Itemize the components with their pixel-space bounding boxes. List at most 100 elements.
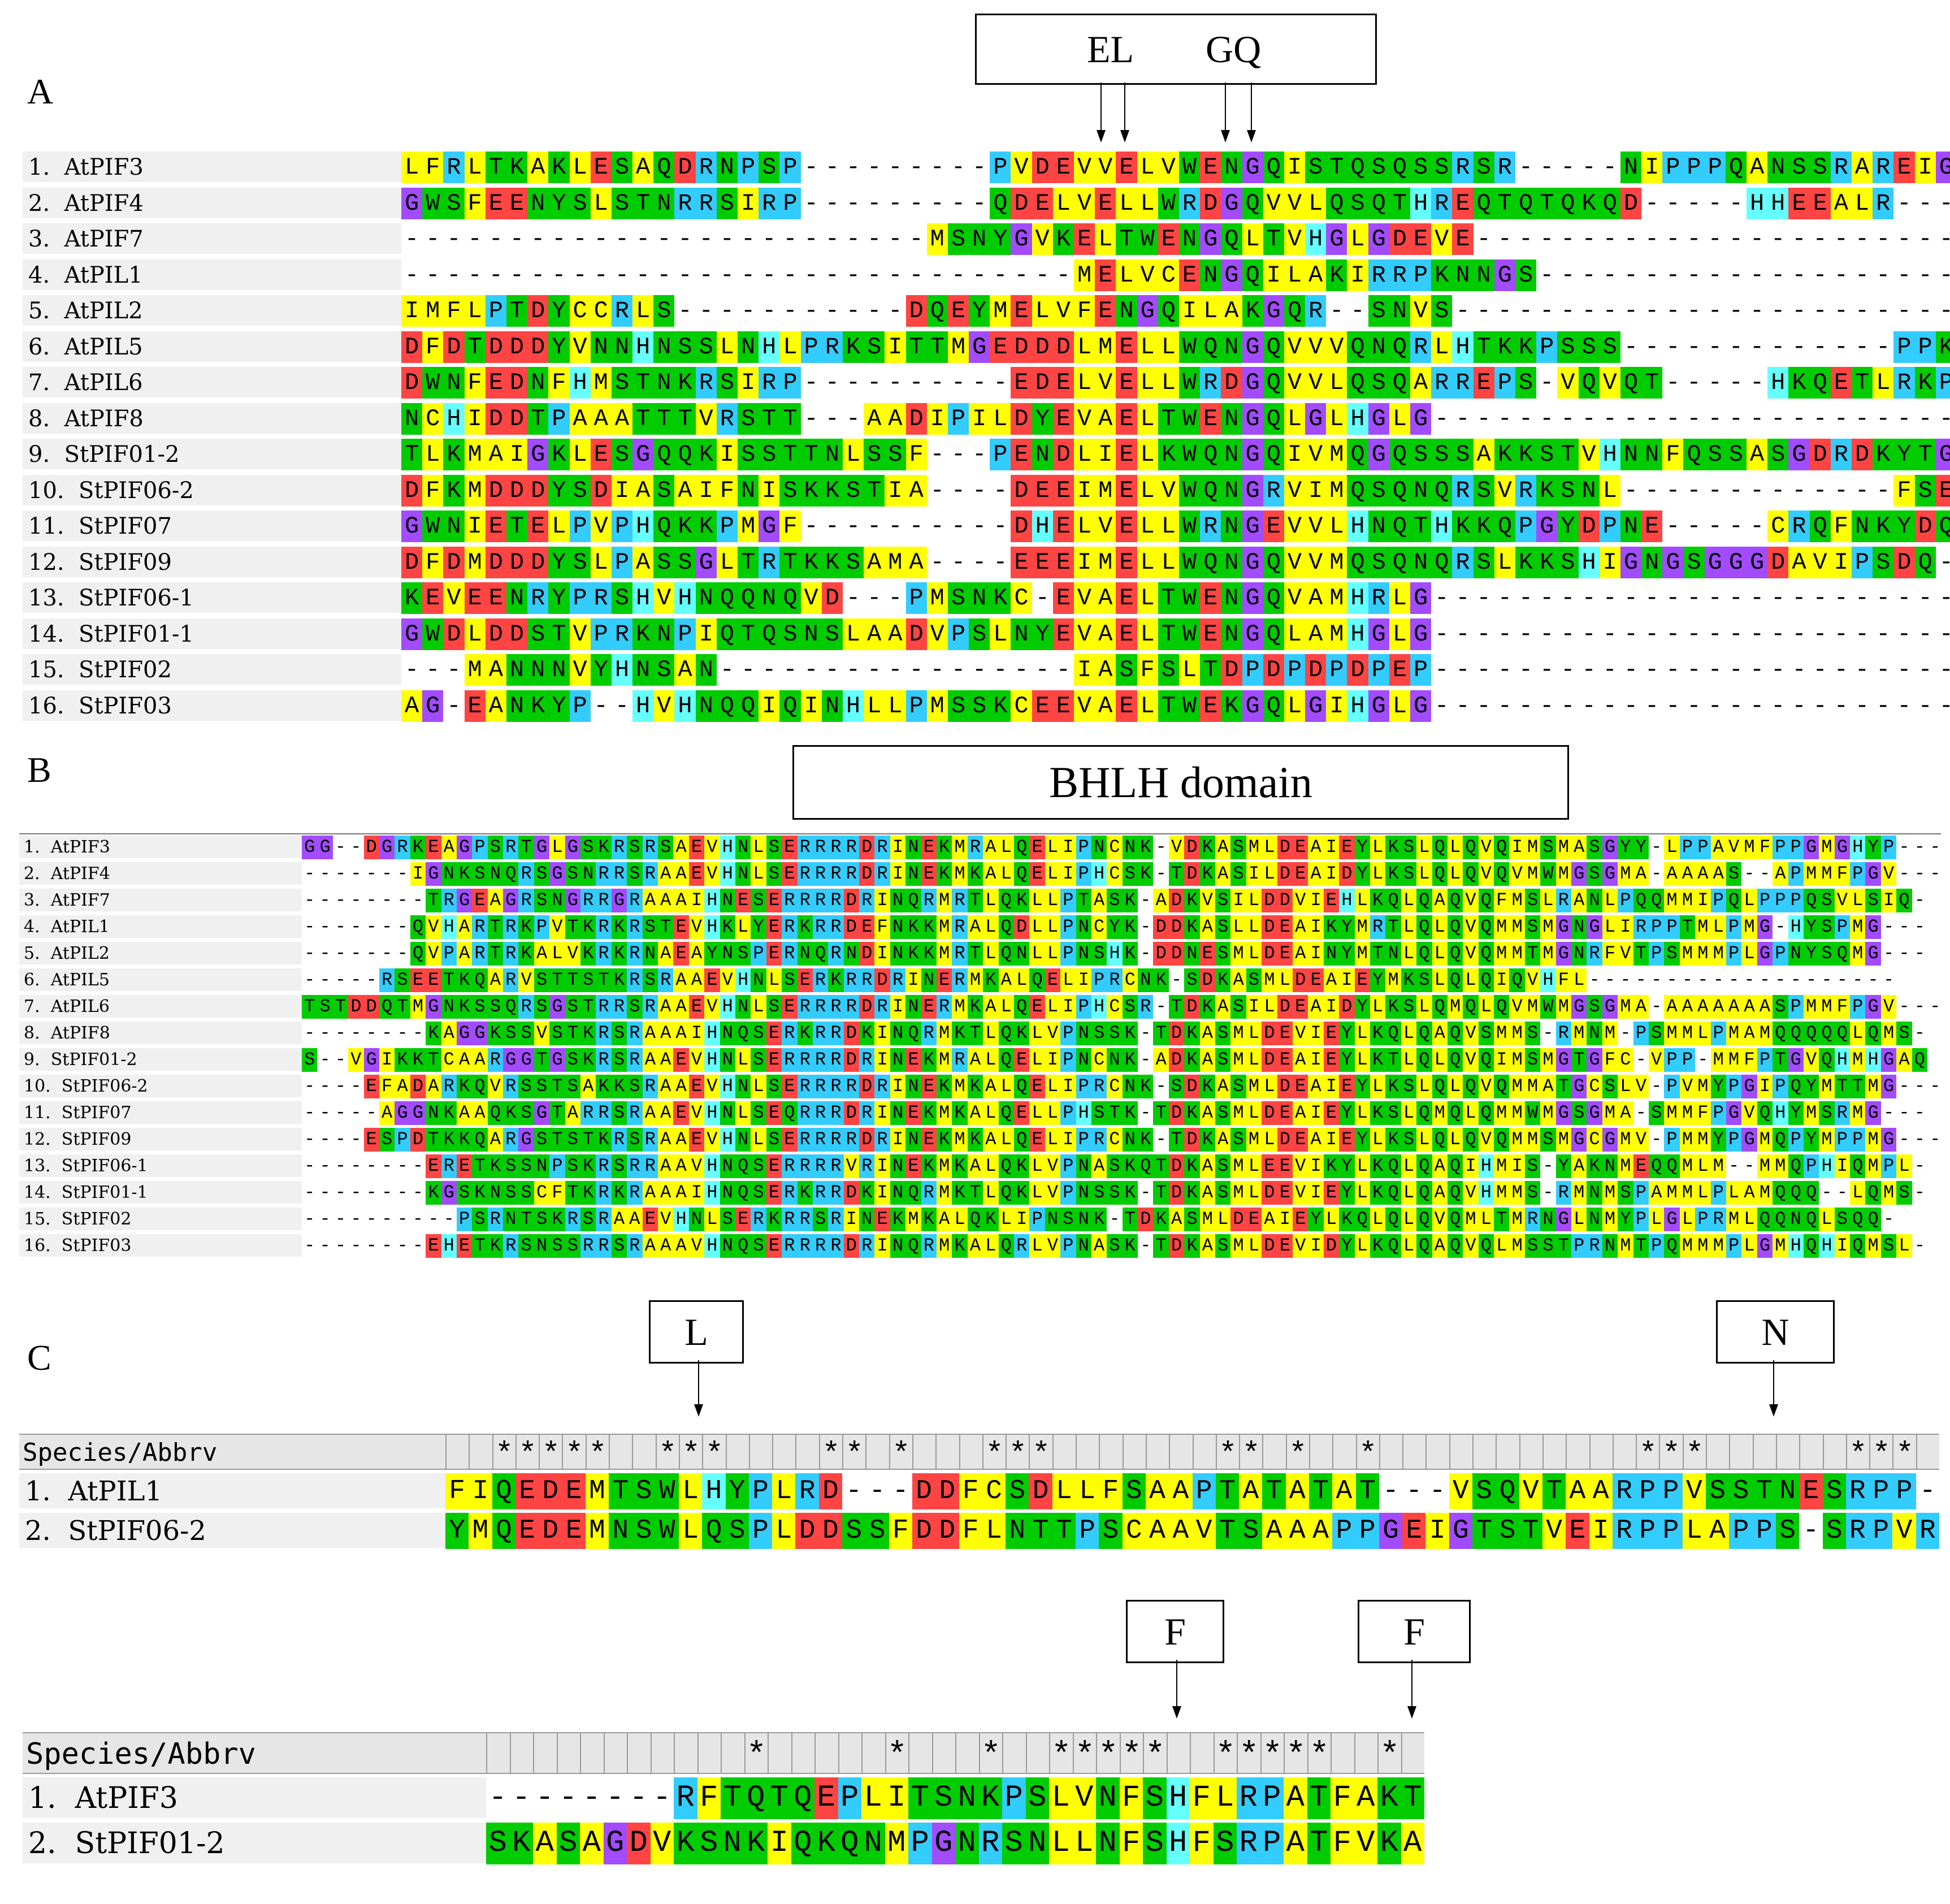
residue: S	[627, 995, 643, 1019]
residue: V	[569, 331, 591, 363]
conservation-cell	[1775, 1435, 1799, 1469]
residue: M	[1540, 915, 1556, 939]
residue: M	[1865, 1154, 1881, 1178]
residue: A	[1153, 1048, 1169, 1072]
residue: Q	[1385, 1208, 1401, 1231]
residue: S	[1230, 1128, 1246, 1152]
residue: Q	[653, 152, 675, 183]
residue: S	[565, 1075, 581, 1098]
residue: E	[797, 968, 813, 992]
residue: R	[937, 995, 952, 1019]
residue: K	[456, 862, 473, 886]
residue: P	[1773, 1075, 1788, 1098]
residue: D	[1184, 1075, 1200, 1098]
residue: -	[1578, 295, 1600, 327]
residue: S	[565, 862, 581, 886]
residue: D	[1153, 942, 1169, 966]
residue: S	[1578, 331, 1600, 363]
residue: P	[569, 510, 591, 542]
residue: L	[751, 995, 766, 1019]
residue: M	[1618, 1154, 1633, 1178]
residue: E	[1052, 582, 1074, 614]
residue: N	[1602, 1154, 1618, 1178]
residue: -	[302, 1208, 318, 1231]
conservation-cell: *	[1143, 1733, 1167, 1776]
residue: Q	[1432, 836, 1448, 859]
residue: L	[1029, 1022, 1045, 1045]
sequence-name: 5. AtPIL2	[23, 295, 401, 327]
residue: R	[611, 618, 633, 650]
residue: N	[549, 889, 565, 912]
residue: -	[1757, 968, 1773, 992]
residue: D	[859, 836, 875, 859]
panel-c-letter: C	[27, 1338, 51, 1378]
residue: M	[1571, 1181, 1587, 1205]
residue: P	[590, 618, 612, 650]
residue: I	[695, 618, 717, 650]
residue: N	[487, 862, 504, 886]
residue: N	[905, 995, 921, 1019]
residue: Y	[1032, 403, 1053, 435]
residue: S	[751, 1234, 766, 1258]
residue: V	[1168, 836, 1185, 859]
residue: L	[1045, 1075, 1061, 1098]
residue: M	[464, 439, 486, 470]
residue: N	[720, 1234, 735, 1258]
residue: F	[1119, 1777, 1143, 1819]
sequence-name: 14. StPIF01-1	[19, 1181, 302, 1205]
residue: E	[1074, 223, 1095, 255]
residue: M	[1509, 915, 1525, 939]
residue: S	[1143, 1823, 1167, 1864]
conservation-cell: *	[655, 1435, 679, 1472]
residue: D	[506, 403, 528, 435]
residue: S	[1230, 995, 1246, 1019]
residue: Q	[1389, 439, 1410, 470]
residue: E	[1473, 367, 1494, 399]
residue: K	[797, 1181, 813, 1205]
residue: S	[456, 1181, 473, 1205]
residue: -	[1648, 1128, 1665, 1152]
residue: -	[317, 1101, 333, 1125]
residue: K	[506, 152, 528, 183]
residue: K	[1199, 995, 1216, 1019]
conservation-cell	[838, 1733, 862, 1773]
residue: A	[673, 836, 689, 859]
residue: D	[1052, 331, 1074, 363]
residue: G	[1221, 187, 1242, 219]
residue: R	[1452, 367, 1474, 399]
residue: L	[983, 1048, 999, 1072]
residue: E	[1116, 546, 1137, 578]
residue: P	[611, 510, 633, 542]
residue: Q	[1389, 546, 1410, 578]
residue: T	[1076, 889, 1091, 912]
residue: P	[456, 1208, 473, 1231]
residue: L	[1246, 1154, 1262, 1178]
residue: S	[1184, 968, 1200, 992]
residue: S	[1215, 889, 1231, 912]
residue: L	[1029, 1101, 1045, 1125]
residue: -	[527, 259, 549, 291]
residue: E	[766, 889, 782, 912]
residue: -	[1494, 690, 1515, 722]
residue: V	[1284, 510, 1306, 542]
residue: A	[590, 403, 612, 435]
residue: V	[1633, 1075, 1649, 1098]
residue: K	[1122, 1181, 1138, 1205]
residue: A	[1410, 367, 1432, 399]
residue: -	[332, 1101, 349, 1125]
residue: Y	[1710, 1128, 1726, 1152]
residue: R	[627, 968, 643, 992]
residue: Q	[1029, 968, 1045, 992]
residue: R	[611, 836, 627, 859]
residue: T	[1519, 1513, 1542, 1549]
residue: S	[1215, 1101, 1231, 1125]
residue: S	[864, 439, 885, 470]
residue: T	[738, 546, 759, 578]
residue: K	[1515, 546, 1537, 578]
residue: Q	[905, 1181, 921, 1205]
residue: E	[410, 968, 426, 992]
residue: -	[1153, 836, 1169, 859]
residue: -	[395, 942, 410, 966]
residue: V	[1463, 889, 1479, 912]
residue: S	[1230, 836, 1246, 859]
